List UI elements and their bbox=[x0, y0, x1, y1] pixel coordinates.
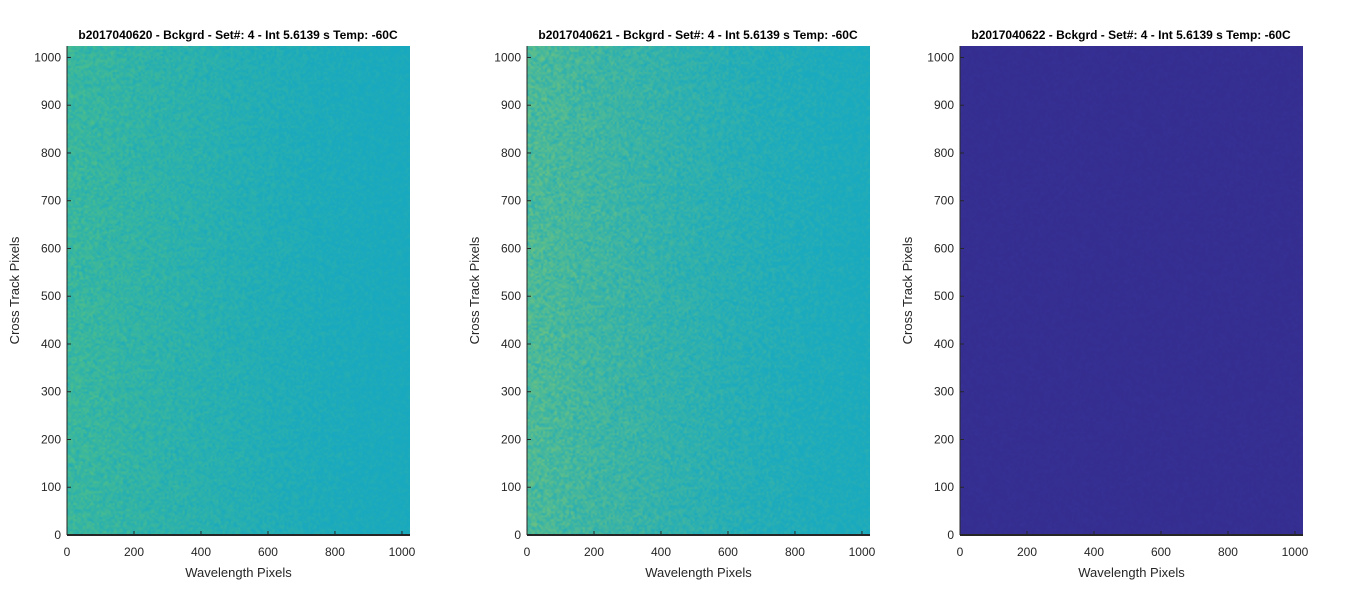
y-tick-label: 400 bbox=[501, 337, 521, 351]
y-tick-label: 0 bbox=[514, 528, 521, 542]
y-tick-label: 100 bbox=[41, 480, 61, 494]
y-tick-label: 100 bbox=[934, 480, 954, 494]
y-tick-label: 300 bbox=[501, 385, 521, 399]
y-tick-label: 900 bbox=[934, 98, 954, 112]
y-tick-label: 1000 bbox=[34, 50, 61, 64]
y-axis-label: Cross Track Pixels bbox=[467, 236, 482, 344]
x-axis-label: Wavelength Pixels bbox=[1078, 565, 1185, 580]
y-tick-label: 0 bbox=[947, 528, 954, 542]
y-tick-label: 100 bbox=[501, 480, 521, 494]
subplot-3: 0 200 400 600 800 1000 0 100 200 300 400 500 600 700 8… bbox=[900, 28, 1309, 580]
subplot-1: 0 200 400 600 800 1000 0 100 200 300 400 500 600 700 8… bbox=[7, 28, 416, 580]
x-tick-label: 0 bbox=[64, 545, 71, 559]
x-tick-label: 400 bbox=[191, 545, 211, 559]
y-tick-label: 200 bbox=[501, 432, 521, 446]
y-tick-label: 500 bbox=[934, 289, 954, 303]
x-tick-label: 600 bbox=[718, 545, 738, 559]
x-tick-label: 800 bbox=[785, 545, 805, 559]
y-tick-label: 200 bbox=[934, 432, 954, 446]
subplot-2: 0 200 400 600 800 1000 0 100 200 300 400 500 600 700 8… bbox=[467, 28, 876, 580]
heatmap-image bbox=[527, 46, 870, 535]
y-tick-label: 600 bbox=[41, 241, 61, 255]
x-tick-label: 1000 bbox=[849, 545, 876, 559]
y-tick-label: 1000 bbox=[927, 50, 954, 64]
y-tick-label: 700 bbox=[501, 194, 521, 208]
y-tick-label: 1000 bbox=[494, 50, 521, 64]
x-tick-label: 0 bbox=[957, 545, 964, 559]
y-tick-label: 0 bbox=[54, 528, 61, 542]
x-axis-label: Wavelength Pixels bbox=[185, 565, 292, 580]
y-tick-label: 500 bbox=[41, 289, 61, 303]
x-tick-label: 800 bbox=[325, 545, 345, 559]
y-tick-label: 800 bbox=[501, 146, 521, 160]
x-axis-label: Wavelength Pixels bbox=[645, 565, 752, 580]
x-tick-label: 200 bbox=[1017, 545, 1037, 559]
heatmap-image bbox=[960, 46, 1303, 535]
y-tick-label: 800 bbox=[934, 146, 954, 160]
y-tick-label: 400 bbox=[41, 337, 61, 351]
y-tick-label: 400 bbox=[934, 337, 954, 351]
chart-title: b2017040622 - Bckgrd - Set#: 4 - Int 5.6… bbox=[971, 28, 1291, 42]
x-tick-label: 1000 bbox=[1282, 545, 1309, 559]
y-tick-label: 800 bbox=[41, 146, 61, 160]
x-tick-label: 800 bbox=[1218, 545, 1238, 559]
x-tick-label: 200 bbox=[584, 545, 604, 559]
y-tick-label: 600 bbox=[501, 241, 521, 255]
chart-title: b2017040620 - Bckgrd - Set#: 4 - Int 5.6… bbox=[78, 28, 398, 42]
x-tick-label: 600 bbox=[1151, 545, 1171, 559]
y-tick-label: 700 bbox=[41, 194, 61, 208]
x-tick-label: 400 bbox=[1084, 545, 1104, 559]
y-tick-label: 600 bbox=[934, 241, 954, 255]
y-tick-label: 300 bbox=[41, 385, 61, 399]
x-tick-label: 0 bbox=[524, 545, 531, 559]
y-tick-label: 500 bbox=[501, 289, 521, 303]
y-tick-label: 900 bbox=[41, 98, 61, 112]
chart-title: b2017040621 - Bckgrd - Set#: 4 - Int 5.6… bbox=[538, 28, 858, 42]
x-tick-label: 200 bbox=[124, 545, 144, 559]
y-axis-label: Cross Track Pixels bbox=[900, 236, 915, 344]
y-axis-label: Cross Track Pixels bbox=[7, 236, 22, 344]
y-tick-label: 300 bbox=[934, 385, 954, 399]
x-tick-label: 400 bbox=[651, 545, 671, 559]
y-tick-label: 200 bbox=[41, 432, 61, 446]
y-tick-label: 700 bbox=[934, 194, 954, 208]
y-tick-label: 900 bbox=[501, 98, 521, 112]
x-tick-label: 1000 bbox=[389, 545, 416, 559]
x-tick-label: 600 bbox=[258, 545, 278, 559]
heatmap-image bbox=[67, 46, 410, 535]
